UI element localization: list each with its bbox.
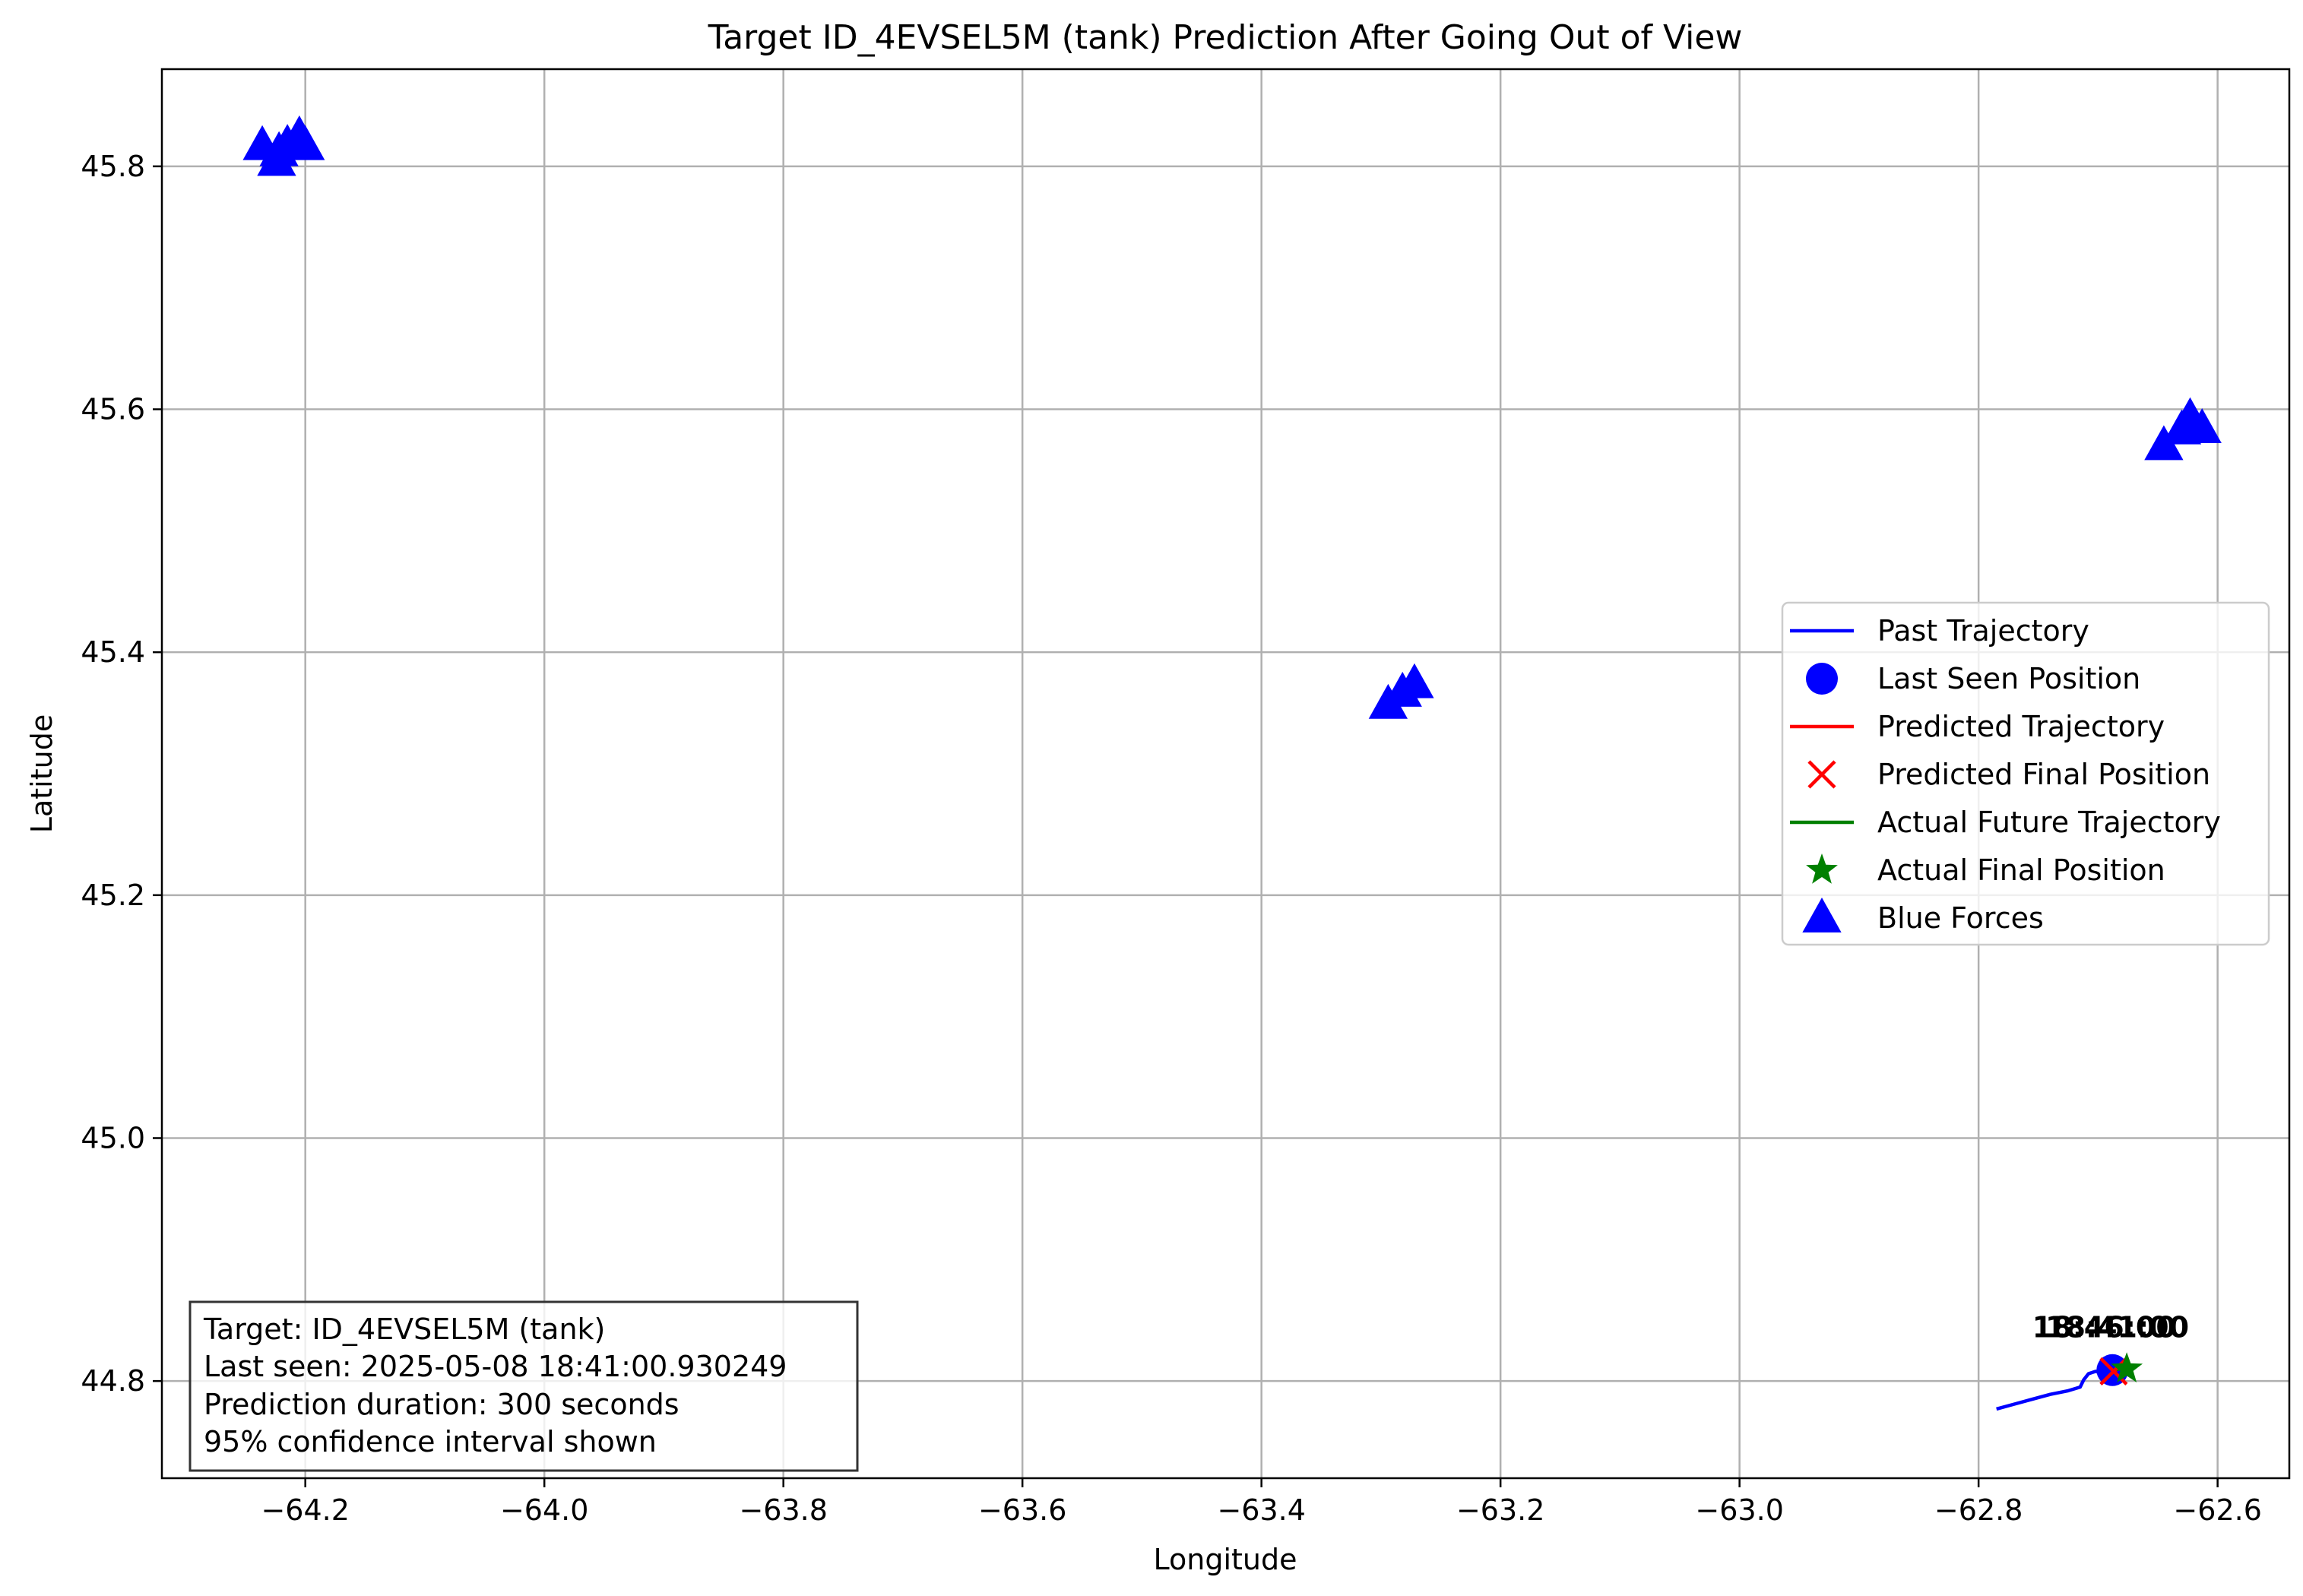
x-tick-label: −63.2 [1456, 1493, 1544, 1527]
blue-force-marker [257, 141, 296, 176]
x-tick-label: −62.6 [2173, 1493, 2261, 1527]
time-annotation: 18:41:00 [2045, 1311, 2189, 1344]
info-box-frame [188, 1300, 859, 1472]
info-line-target: Target: ID_4EVSEL5M (tank) [203, 1313, 605, 1346]
legend: Past Trajectory Last Seen Position Predict… [1781, 601, 2270, 946]
x-tick-label: −63.6 [978, 1493, 1066, 1527]
info-line-last-seen: Last seen: 2025-05-08 18:41:00.930249 [204, 1350, 787, 1383]
actual-final-marker [2111, 1352, 2143, 1382]
x-tick-label: −63.0 [1695, 1493, 1783, 1527]
legend-label: Actual Final Position [1877, 853, 2165, 887]
blue-force-marker [2182, 408, 2222, 443]
x-tick-label: −63.4 [1217, 1493, 1305, 1527]
x-tick-label: −63.8 [739, 1493, 827, 1527]
time-annotation: 18:46:00 [2032, 1311, 2176, 1344]
y-tick-label: 45.2 [81, 879, 145, 912]
plot-frame [160, 68, 2291, 1480]
y-axis-label: Latitude [25, 714, 59, 833]
x-tick-label: −62.8 [1934, 1493, 2023, 1527]
blue-force-marker [1395, 663, 1434, 698]
predicted-final-marker [2099, 1357, 2128, 1385]
legend-circle-handle [1806, 663, 1838, 695]
info-line-confidence: 95% confidence interval shown [204, 1425, 657, 1458]
info-box: Target: ID_4EVSEL5M (tank) Last seen: 20… [188, 1300, 859, 1472]
x-tick-label: −64.2 [261, 1493, 349, 1527]
ticks: −64.2 −64.0 −63.8 −63.6 −63.4 −63.2 −63.0 −62.8… [81, 150, 2261, 1527]
legend-label: Actual Future Trajectory [1877, 806, 2221, 839]
legend-x-handle [1807, 760, 1836, 789]
info-line-duration: Prediction duration: 300 seconds [204, 1388, 679, 1421]
y-tick-label: 45.6 [81, 393, 145, 426]
legend-label: Last Seen Position [1877, 662, 2140, 695]
legend-label: Past Trajectory [1877, 614, 2089, 648]
data-marks [242, 115, 2222, 1411]
x-tick-label: −64.0 [500, 1493, 588, 1527]
y-tick-label: 45.4 [81, 635, 145, 669]
legend-frame [1781, 601, 2270, 946]
legend-label: Predicted Final Position [1877, 758, 2210, 791]
legend-triangle-handle [1802, 898, 1842, 933]
y-tick-label: 45.8 [81, 150, 145, 183]
blue-force-marker [286, 125, 325, 160]
chart-title: Target ID_4EVSEL5M (tank) Prediction Aft… [708, 18, 1743, 57]
legend-star-handle [1806, 853, 1838, 884]
x-axis-label: Longitude [1154, 1543, 1297, 1576]
legend-label: Predicted Trajectory [1877, 710, 2165, 743]
y-tick-label: 44.8 [81, 1364, 145, 1398]
legend-label: Blue Forces [1877, 901, 2044, 935]
y-tick-label: 45.0 [81, 1121, 145, 1154]
